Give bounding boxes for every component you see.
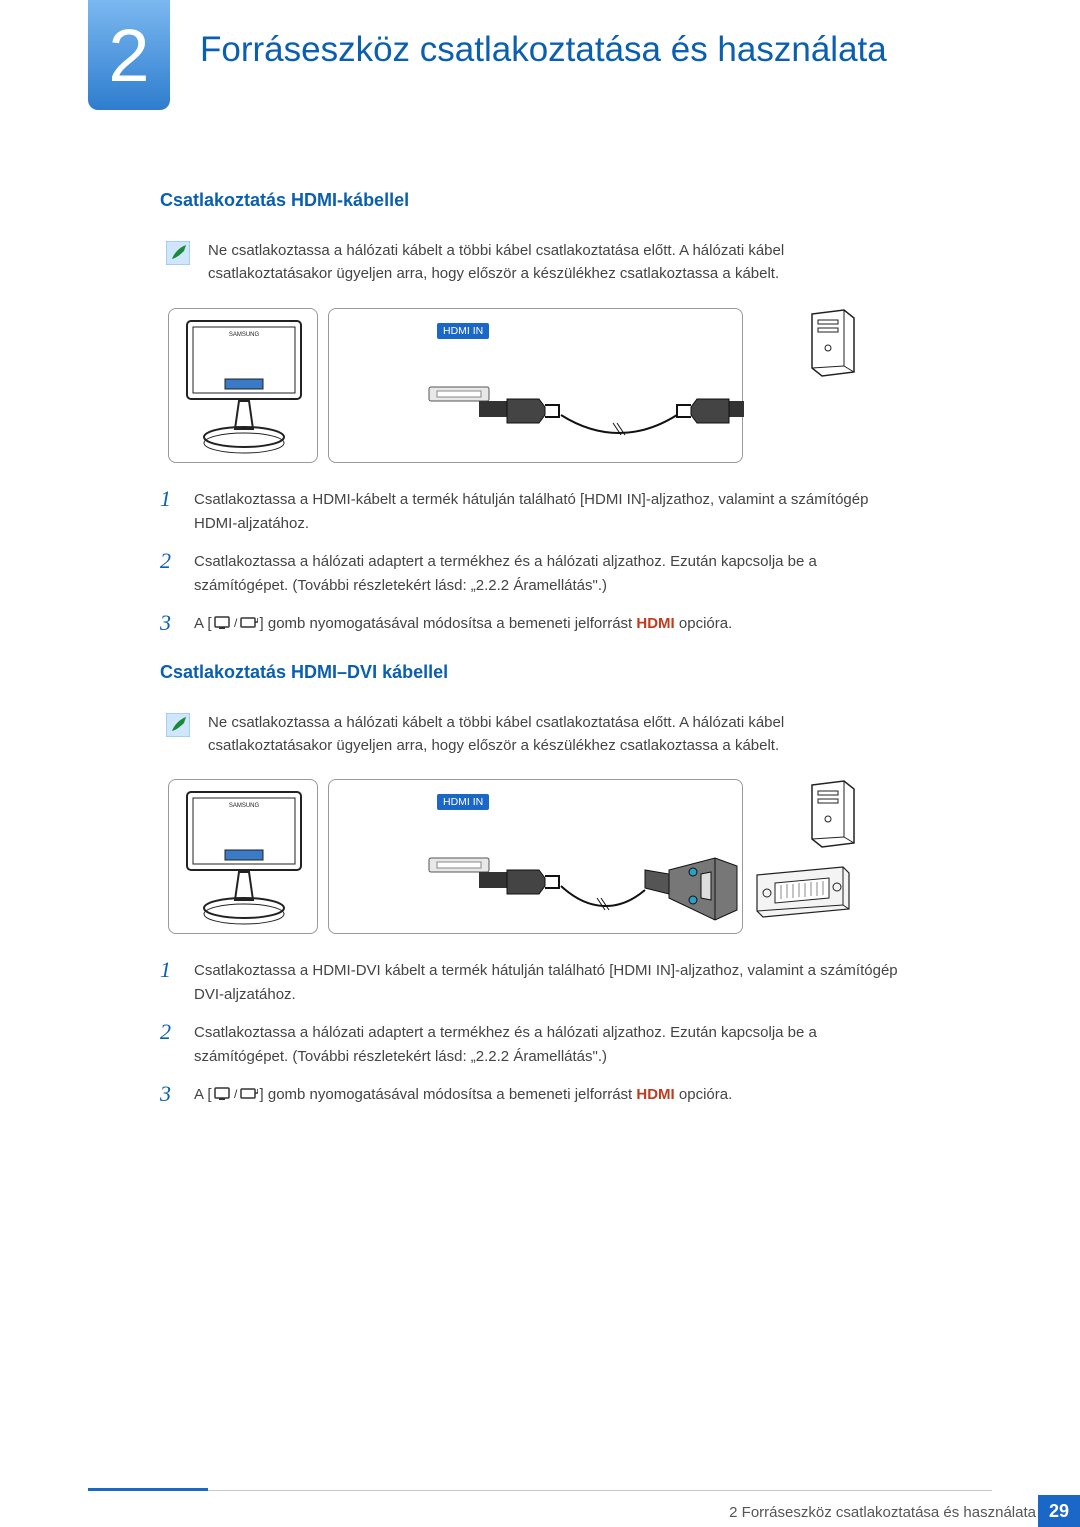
section-hdmi-dvi: Csatlakoztatás HDMI–DVI kábellel Ne csat… bbox=[160, 662, 900, 1108]
step-highlight: HDMI bbox=[636, 615, 674, 632]
section-hdmi: Csatlakoztatás HDMI-kábellel Ne csatlako… bbox=[160, 190, 900, 636]
source-button-icon: / bbox=[214, 1085, 258, 1103]
step-number: 2 bbox=[160, 1021, 178, 1069]
connection-diagram-hdmi: SAMSUNG HDMI IN bbox=[168, 308, 858, 468]
step-text-c: opcióra. bbox=[675, 1086, 733, 1103]
diagram-pc-panel bbox=[753, 779, 858, 934]
note-row: Ne csatlakoztassa a hálózati kábelt a tö… bbox=[160, 239, 900, 286]
step-text: Csatlakoztassa a hálózati adaptert a ter… bbox=[194, 550, 900, 598]
step-number: 3 bbox=[160, 1083, 178, 1107]
step-item: 3 A [ / ] gomb nyomogatásával módosítsa a … bbox=[160, 1083, 900, 1107]
step-text: Csatlakoztassa a hálózati adaptert a ter… bbox=[194, 1021, 900, 1069]
step-item: 1 Csatlakoztassa a HDMI-DVI kábelt a ter… bbox=[160, 959, 900, 1007]
section-title: Csatlakoztatás HDMI–DVI kábellel bbox=[160, 662, 900, 683]
page-number: 29 bbox=[1038, 1495, 1080, 1527]
note-text: Ne csatlakoztassa a hálózati kábelt a tö… bbox=[208, 239, 900, 286]
step-number: 3 bbox=[160, 612, 178, 636]
step-number: 1 bbox=[160, 959, 178, 1007]
diagram-monitor-panel: SAMSUNG bbox=[168, 308, 318, 463]
footer-rule bbox=[88, 1490, 992, 1491]
step-number: 1 bbox=[160, 488, 178, 536]
step-text: A [ / ] gomb nyomogatásával módosítsa a be… bbox=[194, 1083, 732, 1107]
step-text: Csatlakoztassa a HDMI-DVI kábelt a termé… bbox=[194, 959, 900, 1007]
steps-list: 1 Csatlakoztassa a HDMI-kábelt a termék … bbox=[160, 488, 900, 636]
diagram-cable-panel: HDMI IN bbox=[328, 779, 743, 934]
port-label: HDMI IN bbox=[437, 323, 489, 339]
steps-list: 1 Csatlakoztassa a HDMI-DVI kábelt a ter… bbox=[160, 959, 900, 1107]
monitor-icon: SAMSUNG bbox=[169, 309, 319, 464]
chapter-number: 2 bbox=[108, 13, 149, 98]
svg-text:SAMSUNG: SAMSUNG bbox=[229, 332, 260, 338]
step-number: 2 bbox=[160, 550, 178, 598]
footer-text: 2 Forráseszköz csatlakoztatása és haszná… bbox=[729, 1504, 1036, 1521]
svg-text:SAMSUNG: SAMSUNG bbox=[229, 803, 260, 809]
source-button-icon: / bbox=[214, 614, 258, 632]
step-text-a: A [ bbox=[194, 1086, 212, 1103]
note-icon bbox=[166, 713, 190, 737]
step-text-a: A [ bbox=[194, 615, 212, 632]
diagram-cable-panel: HDMI IN bbox=[328, 308, 743, 463]
diagram-monitor-panel: SAMSUNG bbox=[168, 779, 318, 934]
svg-text:/: / bbox=[234, 1087, 238, 1101]
note-icon bbox=[166, 241, 190, 265]
page-header: 2 Forráseszköz csatlakoztatása és haszná… bbox=[0, 0, 1080, 110]
hdmi-dvi-cable-icon bbox=[329, 780, 744, 935]
step-text-b: ] gomb nyomogatásával módosítsa a bemene… bbox=[260, 615, 637, 632]
monitor-icon: SAMSUNG bbox=[169, 780, 319, 935]
step-item: 3 A [ / ] gomb nyomogatásával módosítsa a … bbox=[160, 612, 900, 636]
section-title: Csatlakoztatás HDMI-kábellel bbox=[160, 190, 900, 211]
hdmi-cable-icon bbox=[329, 309, 744, 464]
svg-text:/: / bbox=[234, 616, 238, 630]
pc-tower-icon bbox=[808, 308, 858, 378]
chapter-title: Forráseszköz csatlakoztatása és használa… bbox=[200, 30, 887, 70]
pc-tower-icon bbox=[808, 779, 858, 849]
note-row: Ne csatlakoztassa a hálózati kábelt a tö… bbox=[160, 711, 900, 758]
step-text-b: ] gomb nyomogatásával módosítsa a bemene… bbox=[260, 1086, 637, 1103]
page: 2 Forráseszköz csatlakoztatása és haszná… bbox=[0, 0, 1080, 1527]
connection-diagram-hdmi-dvi: SAMSUNG HDMI IN bbox=[168, 779, 858, 939]
step-item: 2 Csatlakoztassa a hálózati adaptert a t… bbox=[160, 550, 900, 598]
step-item: 2 Csatlakoztassa a hálózati adaptert a t… bbox=[160, 1021, 900, 1069]
chapter-number-tab: 2 bbox=[88, 0, 170, 110]
step-item: 1 Csatlakoztassa a HDMI-kábelt a termék … bbox=[160, 488, 900, 536]
step-text: Csatlakoztassa a HDMI-kábelt a termék há… bbox=[194, 488, 900, 536]
step-highlight: HDMI bbox=[636, 1086, 674, 1103]
page-footer: 2 Forráseszköz csatlakoztatása és haszná… bbox=[0, 1491, 1080, 1527]
port-label: HDMI IN bbox=[437, 794, 489, 810]
note-text: Ne csatlakoztassa a hálózati kábelt a tö… bbox=[208, 711, 900, 758]
step-text: A [ / ] gomb nyomogatásával módosítsa a be… bbox=[194, 612, 732, 636]
page-content: Csatlakoztatás HDMI-kábellel Ne csatlako… bbox=[160, 190, 900, 1121]
dvi-port-icon bbox=[753, 865, 853, 921]
step-text-c: opcióra. bbox=[675, 615, 733, 632]
